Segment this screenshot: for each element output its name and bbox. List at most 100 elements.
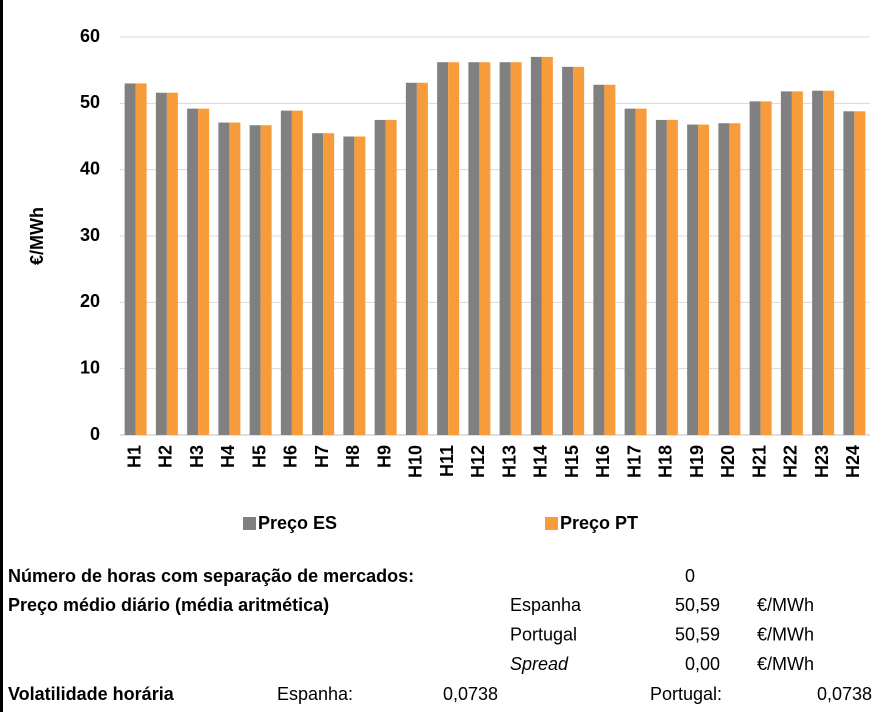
x-tick-label: H19 — [687, 445, 707, 478]
bar — [812, 90, 824, 435]
x-tick-label: H14 — [531, 445, 551, 478]
legend-label: Preço PT — [560, 513, 638, 533]
bar — [749, 101, 761, 436]
bar — [249, 125, 261, 436]
x-tick-label: H24 — [843, 445, 863, 478]
avg-unit: €/MWh — [757, 654, 814, 674]
bar — [416, 82, 428, 436]
bar — [687, 124, 699, 435]
avg-country: Portugal — [510, 624, 577, 644]
bar — [198, 108, 210, 435]
vol-es-label: Espanha: — [277, 684, 353, 704]
x-tick-label: H18 — [656, 445, 676, 478]
bar — [312, 133, 324, 435]
x-tick-label: H3 — [187, 445, 207, 468]
bar — [573, 66, 585, 435]
legend-label: Preço ES — [258, 513, 337, 533]
bar — [593, 84, 605, 435]
bar — [624, 108, 636, 435]
x-tick-label: H9 — [374, 445, 394, 468]
bar — [823, 90, 835, 435]
y-tick-label: 30 — [80, 225, 100, 245]
bar — [854, 111, 866, 435]
bar — [323, 133, 335, 435]
y-tick-label: 0 — [90, 424, 100, 444]
bar — [405, 82, 417, 436]
bar — [448, 62, 460, 435]
bar — [218, 122, 230, 435]
x-tick-label: H12 — [468, 445, 488, 478]
bar — [655, 119, 667, 436]
bar — [510, 62, 522, 435]
vol-pt-value: 0,0738 — [817, 684, 872, 704]
x-tick-label: H6 — [281, 445, 301, 468]
bar — [530, 56, 542, 436]
legend-swatch — [243, 517, 256, 530]
bar — [437, 62, 449, 435]
y-tick-label: 50 — [80, 92, 100, 112]
y-tick-label: 20 — [80, 291, 100, 311]
x-tick-label: H4 — [218, 445, 238, 468]
bar — [562, 66, 574, 435]
x-tick-label: H7 — [312, 445, 332, 468]
y-tick-label: 10 — [80, 357, 100, 377]
hours-label: Número de horas com separação de mercado… — [8, 566, 414, 586]
bar — [604, 84, 616, 435]
avg-country: Spread — [510, 654, 569, 674]
bar — [343, 136, 355, 435]
bar — [468, 62, 480, 435]
x-tick-label: H10 — [406, 445, 426, 478]
bar — [541, 56, 553, 436]
bar — [698, 124, 710, 435]
avg-value: 0,00 — [685, 654, 720, 674]
bar — [760, 101, 772, 436]
bar — [479, 62, 491, 435]
bar — [187, 108, 199, 435]
hours-value: 0 — [685, 566, 695, 586]
bar — [135, 83, 147, 435]
avg-label: Preço médio diário (média aritmética) — [8, 595, 329, 615]
bar — [843, 111, 855, 435]
x-tick-label: H1 — [124, 445, 144, 468]
legend-swatch — [545, 517, 558, 530]
x-tick-label: H22 — [781, 445, 801, 478]
x-tick-label: H13 — [499, 445, 519, 478]
x-tick-label: H20 — [718, 445, 738, 478]
x-tick-label: H23 — [812, 445, 832, 478]
bar — [291, 110, 303, 435]
vol-es-value: 0,0738 — [443, 684, 498, 704]
bar — [166, 92, 178, 435]
bar — [635, 108, 647, 435]
x-tick-label: H21 — [749, 445, 769, 478]
y-tick-label: 60 — [80, 26, 100, 46]
x-tick-label: H17 — [624, 445, 644, 478]
bar — [124, 83, 136, 435]
avg-unit: €/MWh — [757, 624, 814, 644]
bar — [791, 91, 803, 435]
vol-pt-label: Portugal: — [650, 684, 722, 704]
bar — [666, 119, 678, 436]
avg-value: 50,59 — [675, 595, 720, 615]
avg-value: 50,59 — [675, 624, 720, 644]
x-tick-label: H16 — [593, 445, 613, 478]
bar — [155, 92, 167, 435]
bar — [260, 125, 272, 436]
x-tick-label: H5 — [249, 445, 269, 468]
avg-unit: €/MWh — [757, 595, 814, 615]
vol-label: Volatilidade horária — [8, 684, 175, 704]
bar — [385, 119, 397, 436]
bar — [280, 110, 292, 435]
bar — [718, 123, 730, 435]
x-tick-label: H11 — [437, 445, 457, 477]
bar — [729, 123, 741, 435]
avg-country: Espanha — [510, 595, 582, 615]
bar — [499, 62, 511, 435]
bar — [374, 119, 386, 436]
bar — [780, 91, 792, 435]
bar — [229, 122, 241, 435]
y-tick-label: 40 — [80, 158, 100, 178]
x-tick-label: H15 — [562, 445, 582, 478]
x-tick-label: H8 — [343, 445, 363, 468]
y-axis-label: €/MWh — [27, 207, 47, 265]
